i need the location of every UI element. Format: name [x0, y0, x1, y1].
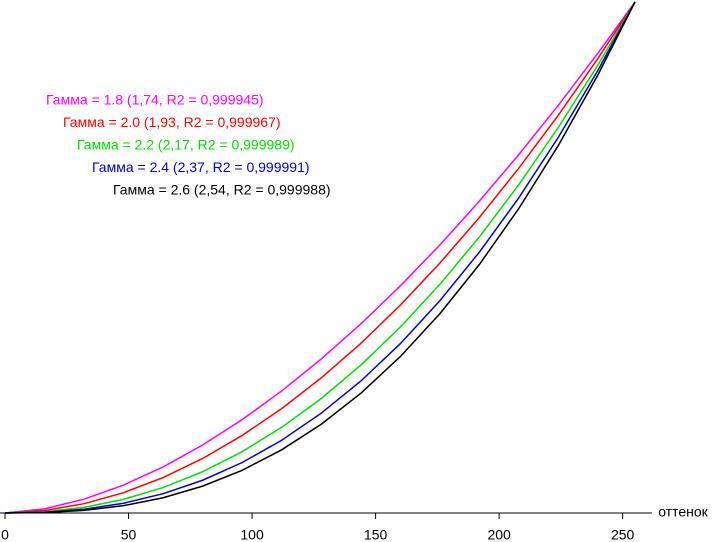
x-tick-label: 100	[240, 527, 264, 542]
gamma-curve	[4, 1, 636, 514]
x-axis-label: оттенок	[658, 504, 708, 520]
legend-entry: Гамма = 2.0 (1,93, R2 = 0,999967)	[63, 114, 281, 130]
legend-entry: Гамма = 2.4 (2,37, R2 = 0,999991)	[92, 159, 310, 175]
legend-entry: Гамма = 2.2 (2,17, R2 = 0,999989)	[77, 137, 295, 153]
x-tick-label: 200	[487, 527, 511, 542]
gamma-curve	[4, 1, 636, 514]
x-tick-label: 150	[364, 527, 388, 542]
gamma-curve	[4, 1, 636, 514]
x-tick-label: 250	[611, 527, 635, 542]
gamma-curve	[4, 1, 636, 514]
legend-entry: Гамма = 1.8 (1,74, R2 = 0,999945)	[46, 92, 264, 108]
legend-entry: Гамма = 2.6 (2,54, R2 = 0,999988)	[113, 182, 331, 198]
gamma-curve	[4, 1, 636, 514]
x-tick-label: 50	[121, 527, 137, 542]
x-tick-label: 0	[1, 527, 9, 542]
